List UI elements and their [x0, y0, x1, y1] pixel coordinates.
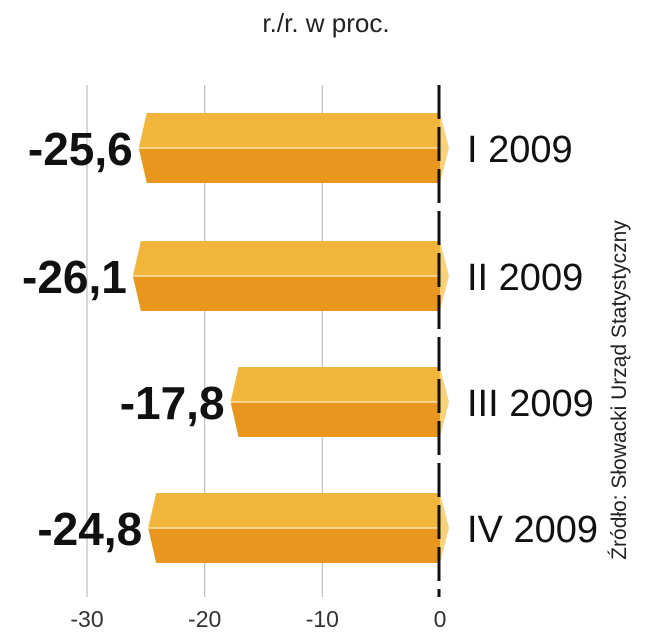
bar-top-face: [138, 113, 441, 148]
bar-cap: [440, 367, 449, 437]
bar-cap: [440, 241, 449, 311]
bar-cap: [440, 493, 449, 563]
category-label: I 2009: [467, 129, 573, 171]
bar-cap: [440, 113, 449, 183]
bar-value-label: -25,6: [28, 123, 133, 175]
bar-value-label: -17,8: [120, 377, 225, 429]
bar-bottom-face: [148, 528, 441, 563]
bar-value-label: -26,1: [22, 251, 127, 303]
bar-value-label: -24,8: [37, 503, 142, 555]
x-tick-labels: -30 -20 -10 0: [70, 606, 446, 632]
x-tick-label: -10: [306, 606, 339, 632]
category-label: IV 2009: [467, 509, 598, 551]
bar: [132, 241, 449, 311]
source-note: Źródło: Słowacki Urząd Statystyczny: [600, 140, 640, 640]
bar-top-face: [230, 367, 440, 402]
bar-bottom-face: [230, 402, 440, 437]
x-tick-label: 0: [434, 606, 447, 632]
bar: [138, 113, 449, 183]
bar-top-face: [132, 241, 440, 276]
bar-bottom-face: [138, 148, 441, 183]
category-label: II 2009: [467, 257, 583, 299]
source-text: Źródło: Słowacki Urząd Statystyczny: [608, 220, 631, 560]
bar-top-face: [148, 493, 441, 528]
bars: -25,6 I 2009 -26,1 II 2009 -17,8 III 2009 -24,…: [22, 113, 598, 563]
x-tick-label: -20: [188, 606, 221, 632]
x-tick-label: -30: [70, 606, 103, 632]
bar-bottom-face: [132, 276, 440, 311]
bar: [148, 493, 449, 563]
bar: [230, 367, 449, 437]
category-label: III 2009: [467, 383, 594, 425]
unit-label: r./r. w proc.: [262, 8, 390, 38]
